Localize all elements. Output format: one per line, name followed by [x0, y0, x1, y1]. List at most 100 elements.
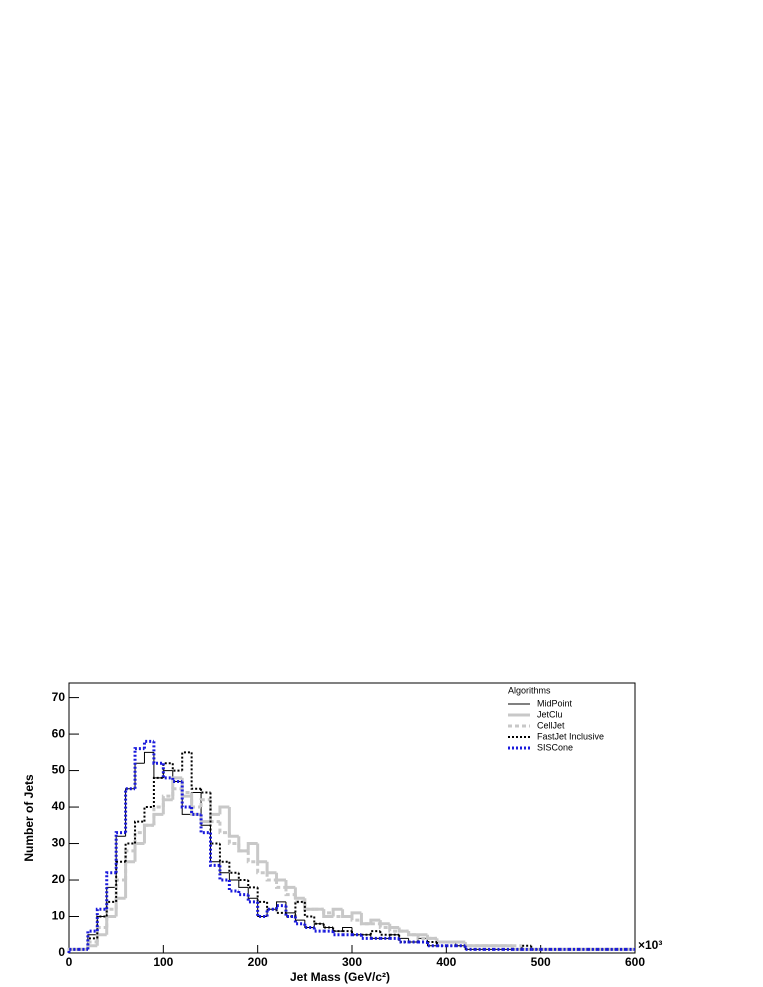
- histogram-step: [67, 947, 79, 953]
- x-axis-label: Jet Mass (GeV/c²): [290, 970, 390, 984]
- histogram-step: [190, 752, 202, 790]
- histogram-step: [133, 842, 145, 862]
- histogram-step: [407, 931, 419, 937]
- histogram-step: [142, 823, 154, 844]
- histogram-step: [218, 843, 230, 863]
- histogram-step: [124, 787, 136, 833]
- histogram-step: [284, 880, 296, 889]
- histogram-step: [142, 739, 154, 749]
- histogram-step: [425, 942, 437, 948]
- histogram-step: [209, 832, 220, 867]
- y-tick-label: 50: [52, 763, 66, 777]
- histogram-step: [227, 807, 239, 838]
- legend-label: CellJet: [537, 720, 565, 730]
- histogram-step: [275, 872, 286, 882]
- histogram-step: [265, 861, 277, 875]
- histogram-step: [265, 907, 277, 917]
- histogram-step: [86, 929, 98, 950]
- histogram-step: [322, 909, 334, 915]
- histogram-step: [256, 901, 268, 919]
- histogram-step: [105, 871, 117, 910]
- histogram-step: [181, 751, 192, 771]
- histogram-step: [115, 860, 126, 902]
- histogram-step: [86, 940, 98, 950]
- histogram-step: [133, 747, 145, 789]
- histogram-step: [218, 821, 230, 835]
- histogram-step: [152, 741, 164, 765]
- histogram-step: [199, 814, 211, 824]
- histogram-step: [275, 880, 286, 889]
- histogram-step: [331, 931, 343, 937]
- histogram-step: [228, 861, 239, 874]
- histogram-step: [237, 890, 249, 897]
- histogram-step: [190, 807, 202, 816]
- x-tick-label: 400: [436, 955, 456, 969]
- y-tick-label: 60: [52, 726, 66, 740]
- histogram-step: [133, 831, 145, 851]
- x-tick-label: 300: [342, 955, 362, 969]
- histogram-step: [142, 823, 154, 833]
- histogram-step: [124, 849, 136, 881]
- histogram-step: [303, 923, 315, 929]
- legend-box: [500, 684, 634, 756]
- x-tick-label: 0: [66, 955, 73, 969]
- histogram-step: [96, 915, 107, 939]
- histogram-step: [247, 880, 258, 889]
- histogram-step: [95, 925, 107, 943]
- histogram-step: [369, 930, 381, 935]
- histogram-step: [247, 887, 258, 899]
- histogram-step: [265, 872, 277, 882]
- y-tick-label: 0: [58, 945, 65, 959]
- histogram-step: [95, 907, 107, 932]
- histogram-step: [416, 934, 428, 940]
- histogram-step: [143, 806, 154, 822]
- histogram-step: [161, 794, 173, 808]
- y-tick-label: 30: [52, 836, 66, 850]
- histogram-step: [237, 843, 249, 853]
- histogram-step: [342, 926, 352, 932]
- histogram-step: [303, 901, 315, 918]
- histogram-step: [143, 751, 154, 764]
- histogram-step: [293, 894, 305, 904]
- histogram-step: [351, 931, 362, 936]
- histogram-step: [105, 907, 117, 928]
- histogram-step: [86, 937, 98, 950]
- histogram-step: [293, 916, 305, 926]
- histogram-step: [152, 805, 164, 826]
- legend-label: FastJet Inclusive: [537, 731, 604, 741]
- histogram-step: [530, 945, 541, 951]
- x-multiplier: ×10³: [638, 938, 662, 952]
- histogram-step: [246, 850, 258, 864]
- histogram-step: [171, 787, 183, 797]
- histogram-step: [331, 912, 343, 919]
- y-tick-label: 40: [52, 799, 66, 813]
- histogram-step: [378, 920, 390, 926]
- histogram-step: [237, 872, 249, 882]
- histogram-step: [124, 842, 136, 862]
- histogram-step: [180, 777, 192, 798]
- histogram-step: [200, 788, 211, 794]
- histogram-step: [171, 777, 183, 784]
- histogram-step: [332, 927, 343, 933]
- histogram-step: [256, 887, 268, 903]
- histogram-step: [246, 894, 258, 904]
- legend-label: JetClu: [537, 709, 563, 719]
- legend-label: MidPoint: [537, 698, 573, 708]
- histogram-step: [388, 927, 400, 933]
- histogram-step: [209, 792, 220, 845]
- histogram-step: [435, 942, 447, 947]
- histogram-step: [313, 916, 324, 925]
- histogram-step: [284, 887, 296, 897]
- y-tick-label: 20: [52, 872, 66, 886]
- legend-title: Algorithms: [508, 685, 551, 695]
- y-axis-label: Number of Jets: [22, 774, 36, 862]
- histogram-step: [227, 880, 239, 893]
- histogram-step: [152, 776, 164, 808]
- x-tick-label: 600: [625, 955, 645, 969]
- histogram-step: [388, 923, 400, 929]
- histogram-step: [294, 900, 305, 917]
- histogram-step: [238, 880, 249, 888]
- histogram-step: [190, 792, 202, 809]
